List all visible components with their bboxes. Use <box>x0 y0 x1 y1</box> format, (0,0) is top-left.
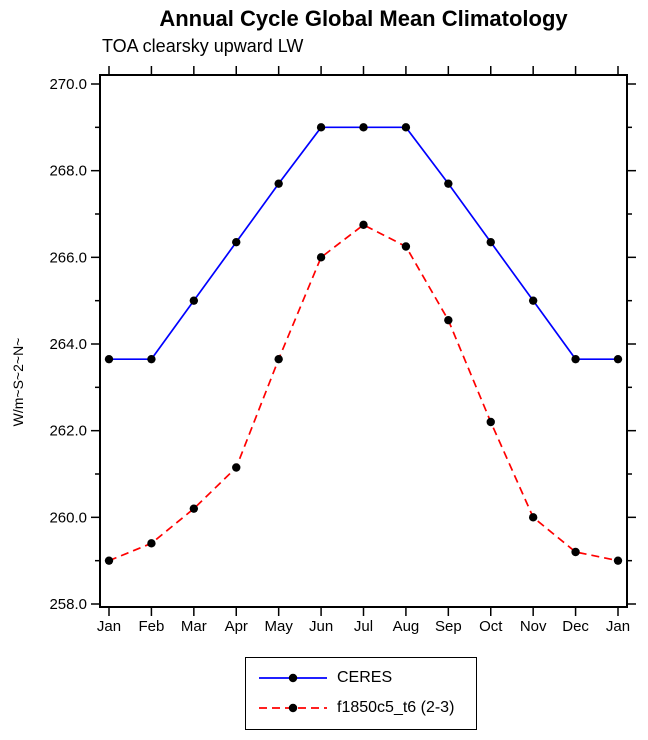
series-markers-1 <box>104 220 623 565</box>
y-tick-label: 268.0 <box>49 163 87 180</box>
legend-item-model: f1850c5_t6 (2-3) <box>246 693 476 723</box>
y-tick-label: 260.0 <box>49 509 87 526</box>
data-point <box>571 547 580 557</box>
x-tick-label: Aug <box>393 618 420 635</box>
legend-line-sample-model <box>259 703 327 713</box>
axis-ticks <box>91 66 636 616</box>
data-point <box>189 296 199 305</box>
data-point <box>444 179 453 188</box>
legend-line-sample-ceres <box>259 673 327 683</box>
legend-item-ceres: CERES <box>246 663 476 693</box>
data-point <box>528 513 538 522</box>
data-point <box>104 354 114 364</box>
plot-frame <box>99 74 628 608</box>
data-point <box>232 237 241 247</box>
x-tick-label: Dec <box>562 618 589 635</box>
x-tick-label: Apr <box>225 618 248 635</box>
data-point <box>147 354 156 364</box>
data-point <box>104 556 114 565</box>
data-point <box>486 417 495 427</box>
x-tick-label: Nov <box>520 618 547 635</box>
legend-marker-icon <box>288 703 298 713</box>
data-point <box>613 556 623 565</box>
series-markers-0 <box>104 123 623 364</box>
series-line-1 <box>108 223 619 562</box>
legend-label-ceres: CERES <box>337 669 393 686</box>
data-point <box>444 315 453 325</box>
data-point <box>316 253 326 262</box>
data-point <box>147 539 156 548</box>
data-point <box>401 123 411 132</box>
x-tick-label: Jan <box>606 618 630 635</box>
y-tick-label: 262.0 <box>49 423 87 440</box>
page-title: Annual Cycle Global Mean Climatology <box>159 6 568 31</box>
x-tick-label: Jul <box>354 618 373 635</box>
y-tick-label: 258.0 <box>49 596 87 613</box>
x-tick-label: Feb <box>138 618 164 635</box>
x-tick-label: Oct <box>479 618 503 635</box>
axis-tick-labels: 258.0 260.0 262.0 264.0 266.0 268.0 270.0 Jan Fe… <box>49 76 630 635</box>
x-tick-label: Mar <box>181 618 207 635</box>
data-point <box>486 237 495 247</box>
y-tick-label: 270.0 <box>49 76 87 93</box>
legend: CERES f1850c5_t6 (2-3) <box>245 657 477 730</box>
y-tick-label: 266.0 <box>49 249 87 266</box>
x-tick-label: Jun <box>309 618 333 635</box>
data-point <box>359 220 368 230</box>
x-tick-label: Sep <box>435 618 462 635</box>
y-tick-label: 264.0 <box>49 336 87 353</box>
data-point <box>274 354 283 364</box>
x-tick-label: May <box>264 618 293 635</box>
data-point <box>613 354 623 364</box>
series-line-0 <box>109 126 618 361</box>
data-point <box>316 123 326 132</box>
data-point <box>401 242 411 251</box>
data-point <box>232 463 241 472</box>
legend-label-model: f1850c5_t6 (2-3) <box>337 699 455 716</box>
data-point <box>274 179 283 188</box>
data-point <box>189 504 199 513</box>
legend-marker-icon <box>288 673 298 683</box>
x-tick-label: Jan <box>97 618 121 635</box>
data-point <box>528 296 538 305</box>
data-point <box>359 123 368 132</box>
chart-subtitle: TOA clearsky upward LW <box>102 36 304 56</box>
plot-area: 258.0 260.0 262.0 264.0 266.0 268.0 270.0 Jan Fe… <box>49 66 636 635</box>
data-point <box>571 354 580 364</box>
